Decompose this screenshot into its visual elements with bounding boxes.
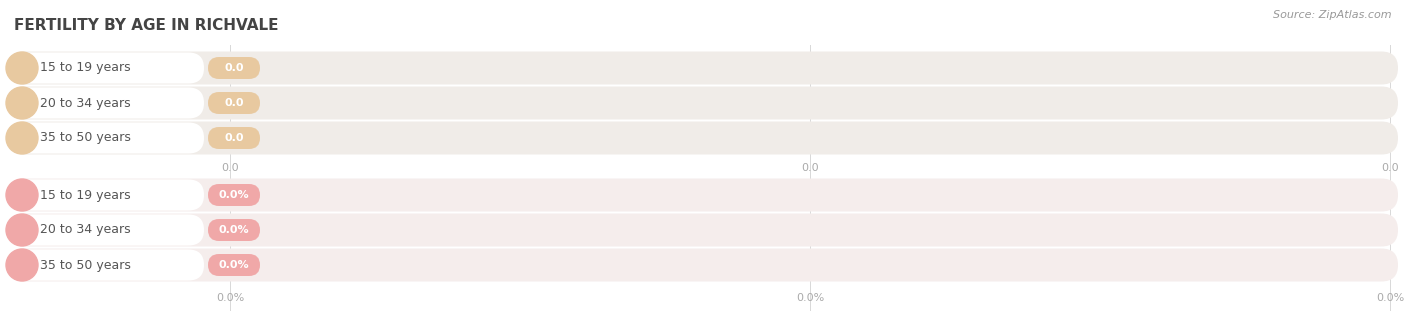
Text: 0.0%: 0.0%	[1376, 293, 1405, 303]
Text: FERTILITY BY AGE IN RICHVALE: FERTILITY BY AGE IN RICHVALE	[14, 18, 278, 33]
FancyBboxPatch shape	[8, 86, 1398, 119]
Text: 0.0: 0.0	[224, 63, 243, 73]
FancyBboxPatch shape	[208, 184, 260, 206]
FancyBboxPatch shape	[8, 179, 1398, 212]
FancyBboxPatch shape	[8, 121, 1398, 154]
Text: 35 to 50 years: 35 to 50 years	[39, 258, 131, 272]
Circle shape	[6, 122, 38, 154]
Text: 0.0: 0.0	[1381, 163, 1399, 173]
Text: 20 to 34 years: 20 to 34 years	[39, 96, 131, 110]
Circle shape	[6, 249, 38, 281]
Text: Source: ZipAtlas.com: Source: ZipAtlas.com	[1274, 10, 1392, 20]
FancyBboxPatch shape	[8, 122, 204, 153]
Text: 0.0%: 0.0%	[219, 190, 249, 200]
FancyBboxPatch shape	[208, 254, 260, 276]
Text: 0.0: 0.0	[801, 163, 818, 173]
Text: 0.0: 0.0	[224, 98, 243, 108]
Circle shape	[6, 179, 38, 211]
FancyBboxPatch shape	[8, 180, 204, 211]
Circle shape	[6, 214, 38, 246]
FancyBboxPatch shape	[8, 87, 204, 118]
Circle shape	[6, 87, 38, 119]
FancyBboxPatch shape	[208, 92, 260, 114]
FancyBboxPatch shape	[8, 52, 204, 83]
Text: 15 to 19 years: 15 to 19 years	[39, 188, 131, 202]
Text: 15 to 19 years: 15 to 19 years	[39, 61, 131, 75]
FancyBboxPatch shape	[8, 51, 1398, 84]
Text: 0.0%: 0.0%	[219, 225, 249, 235]
Text: 35 to 50 years: 35 to 50 years	[39, 131, 131, 145]
Text: 0.0: 0.0	[224, 133, 243, 143]
Text: 0.0: 0.0	[221, 163, 239, 173]
FancyBboxPatch shape	[8, 248, 1398, 281]
Circle shape	[6, 52, 38, 84]
FancyBboxPatch shape	[208, 219, 260, 241]
FancyBboxPatch shape	[8, 249, 204, 280]
FancyBboxPatch shape	[208, 57, 260, 79]
Text: 20 to 34 years: 20 to 34 years	[39, 223, 131, 237]
Text: 0.0%: 0.0%	[217, 293, 245, 303]
Text: 0.0%: 0.0%	[796, 293, 824, 303]
FancyBboxPatch shape	[208, 127, 260, 149]
FancyBboxPatch shape	[8, 214, 204, 246]
Text: 0.0%: 0.0%	[219, 260, 249, 270]
FancyBboxPatch shape	[8, 214, 1398, 247]
